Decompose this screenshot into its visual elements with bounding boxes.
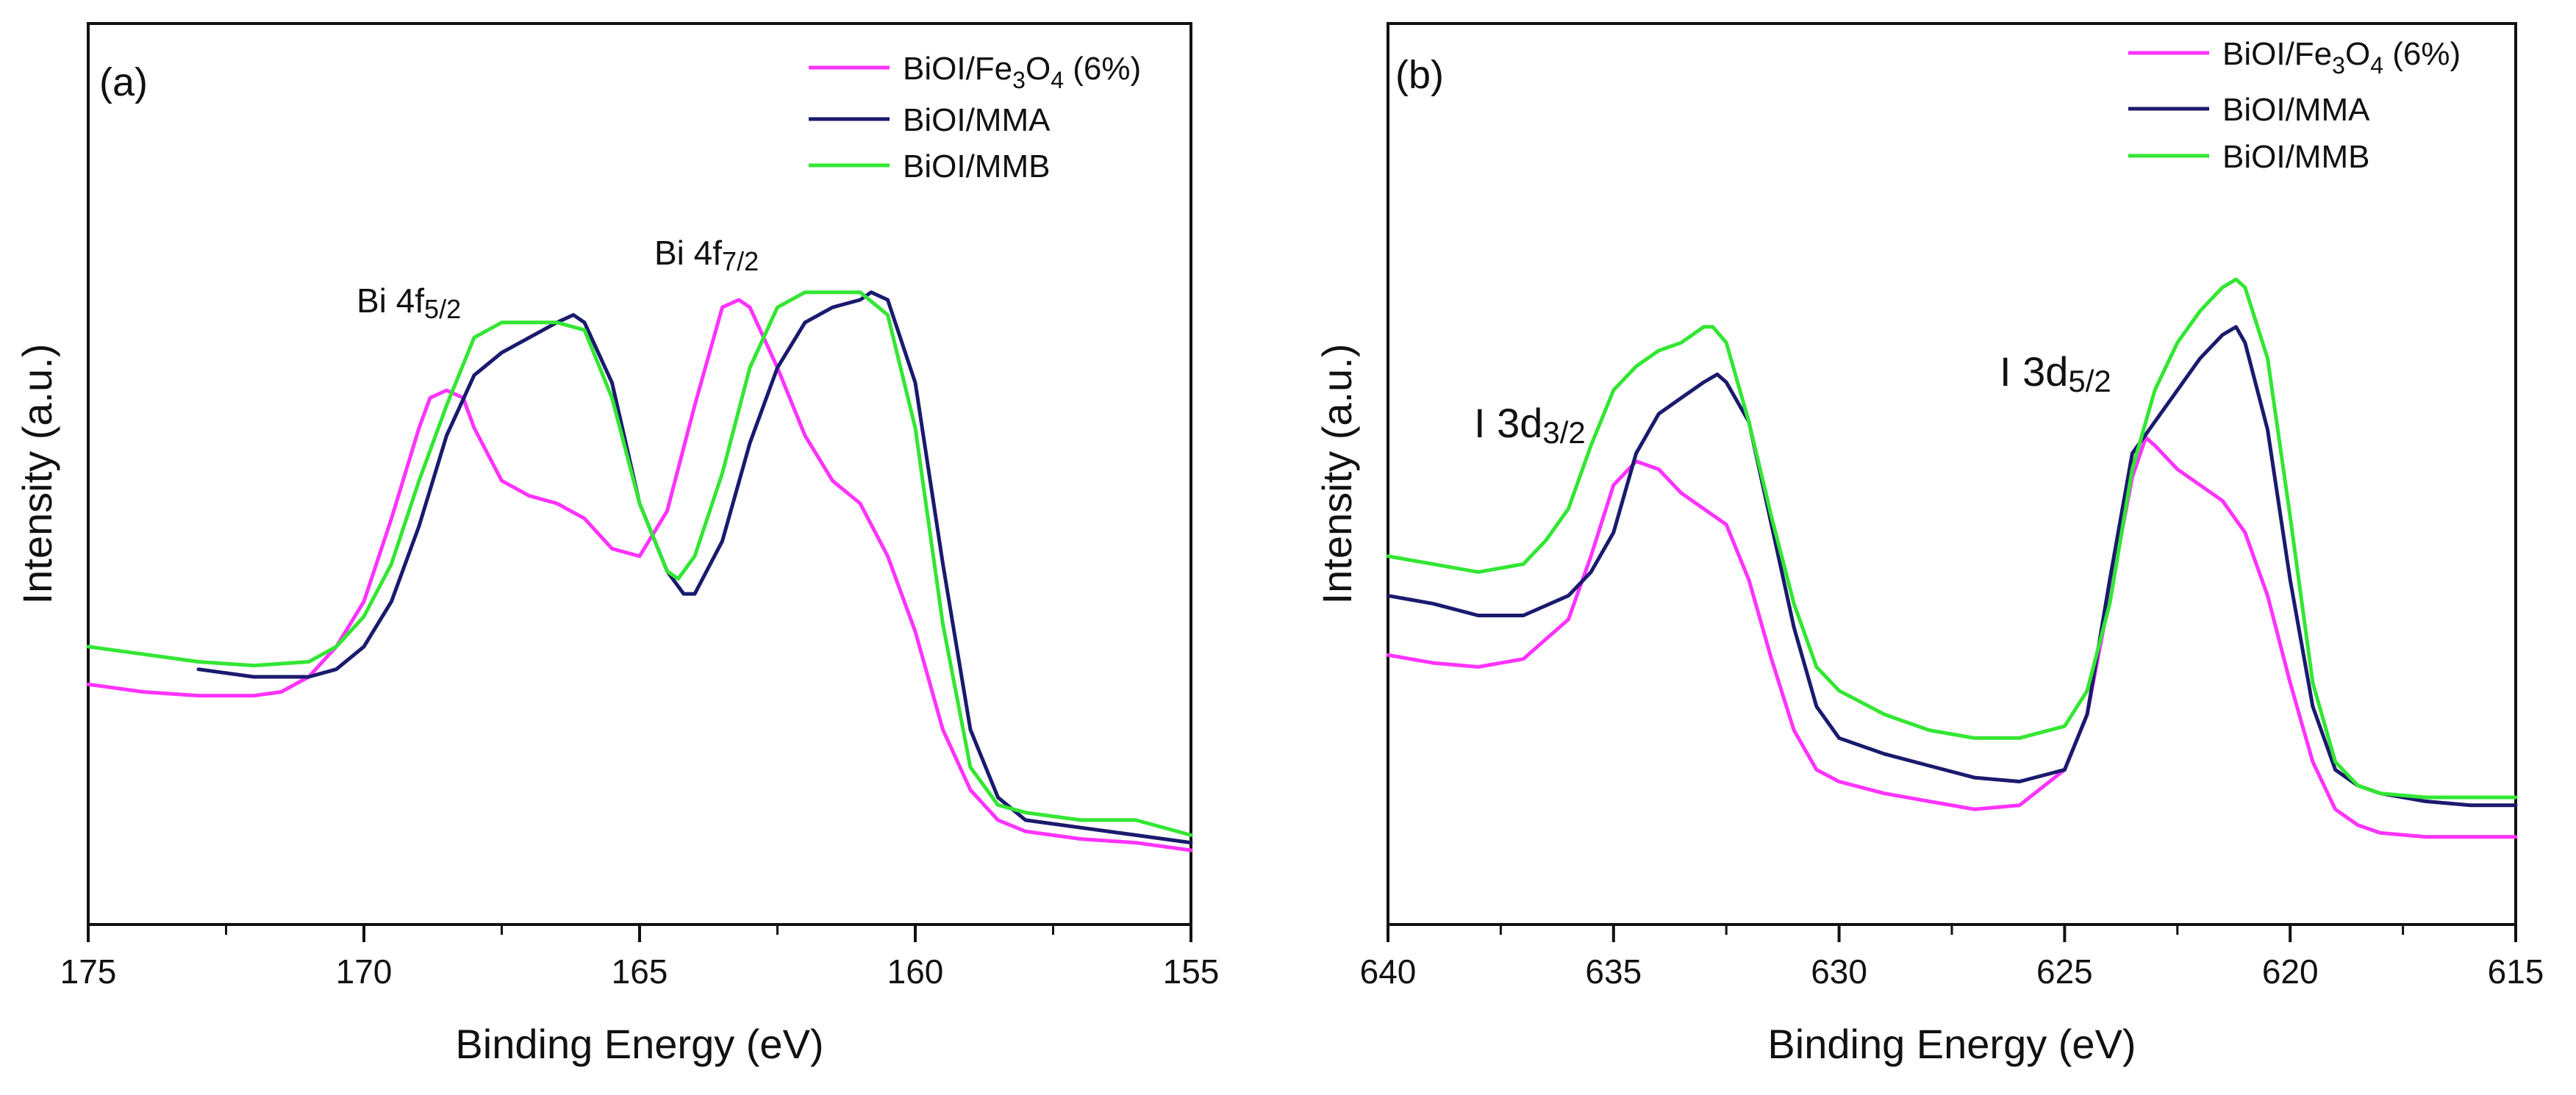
legend-entry: BiOI/Fe3O4 (6%) — [2128, 36, 2461, 79]
legend-entry: BiOI/MMB — [2128, 139, 2369, 175]
x-tick-label: 640 — [1360, 952, 1417, 991]
x-tick-label: 615 — [2488, 952, 2544, 991]
x-tick-labels: 175 170 165 160 155 — [60, 952, 1220, 991]
legend-entry: BiOI/Fe3O4 (6%) — [809, 51, 1141, 93]
series-line — [86, 290, 1193, 837]
peak-annotation: I 3d3/2 — [1474, 400, 1586, 450]
panel-b: 640 635 630 625 620 615 (b) Binding Energy (e… — [1314, 22, 2544, 1067]
legend-label: BiOI/MMB — [903, 148, 1050, 184]
legend-label: BiOI/Fe3O4 (6%) — [903, 51, 1141, 93]
x-tick-label: 165 — [612, 952, 668, 991]
x-tick-label: 635 — [1585, 952, 1642, 991]
series-line — [1386, 325, 2518, 808]
series-line — [1386, 435, 2518, 839]
x-axis-title: Binding Energy (eV) — [455, 1021, 823, 1067]
x-tick-label: 175 — [60, 952, 117, 991]
x-axis-ticks — [87, 925, 1192, 942]
legend: BiOI/Fe3O4 (6%) BiOI/MMA BiOI/MMB — [2128, 36, 2461, 175]
peak-annotation: Bi 4f5/2 — [357, 281, 461, 324]
legend-entry: BiOI/MMA — [2128, 92, 2370, 128]
y-axis-title: Intensity (a.u.) — [14, 344, 60, 605]
x-axis-minor-ticks — [1499, 925, 2405, 935]
x-axis-ticks — [1387, 925, 2517, 942]
x-tick-label: 625 — [2036, 952, 2093, 991]
legend-label: BiOI/MMB — [2222, 139, 2369, 175]
x-tick-labels: 640 635 630 625 620 615 — [1360, 952, 2544, 991]
series-line — [1386, 277, 2518, 800]
legend: BiOI/Fe3O4 (6%) BiOI/MMA BiOI/MMB — [809, 51, 1141, 184]
x-tick-label: 630 — [1811, 952, 1867, 991]
x-axis-title: Binding Energy (eV) — [1767, 1021, 2136, 1067]
series-line — [86, 298, 1193, 852]
x-axis-minor-ticks — [225, 925, 1054, 935]
x-tick-label: 620 — [2262, 952, 2319, 991]
panel-label: (a) — [99, 60, 148, 104]
panel-label: (b) — [1395, 53, 1444, 97]
y-axis-title: Intensity (a.u.) — [1314, 344, 1360, 605]
series-layer — [1386, 277, 2518, 839]
legend-label: BiOI/Fe3O4 (6%) — [2222, 36, 2461, 79]
series-layer — [86, 290, 1193, 852]
legend-label: BiOI/MMA — [2222, 92, 2370, 128]
legend-entry: BiOI/MMA — [809, 102, 1051, 138]
x-tick-label: 170 — [336, 952, 393, 991]
peak-annotation: I 3d5/2 — [2000, 348, 2111, 398]
legend-entry: BiOI/MMB — [809, 148, 1050, 184]
x-tick-label: 160 — [887, 952, 944, 991]
panel-a: 175 170 165 160 155 (a) Binding Energy (eV) … — [14, 22, 1220, 1067]
x-tick-label: 155 — [1163, 952, 1220, 991]
peak-annotation: Bi 4f7/2 — [654, 234, 759, 276]
legend-label: BiOI/MMA — [903, 102, 1051, 138]
series-line — [196, 290, 1193, 845]
